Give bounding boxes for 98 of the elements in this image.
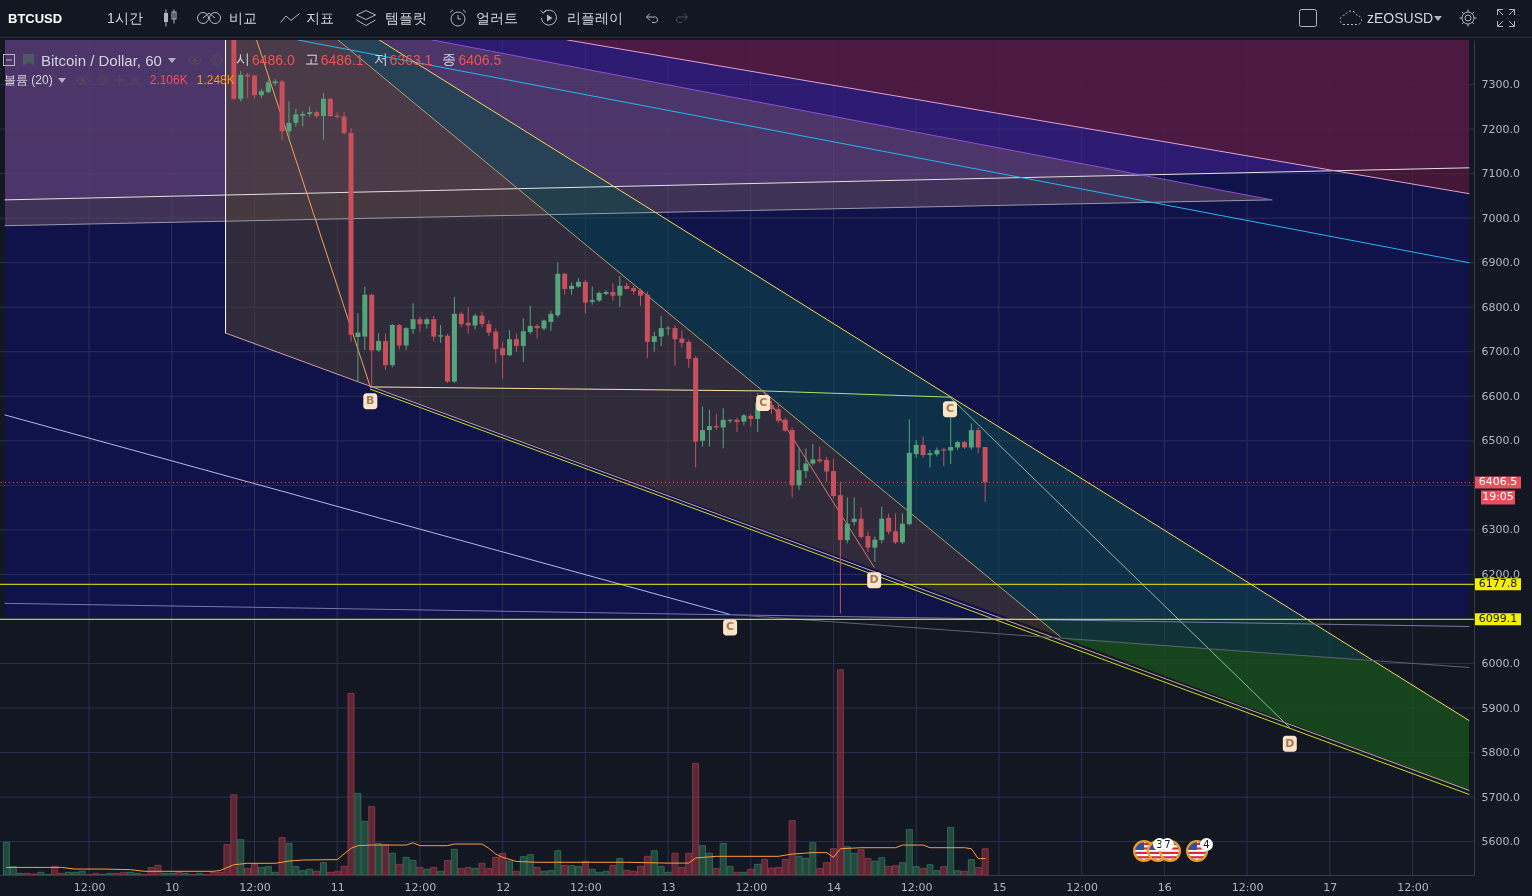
- candlestick: [872, 536, 878, 563]
- x-tick-label: 12:00: [900, 880, 933, 894]
- x-tick-label: 12:00: [570, 880, 602, 894]
- y-tick-label: 6500.0: [1481, 434, 1520, 448]
- y-tick-label: 5800.0: [1481, 746, 1520, 760]
- candlestick: [320, 92, 326, 141]
- annotation: 저: [373, 51, 388, 69]
- candlestick: [948, 415, 954, 465]
- y-tick-label: 7200.0: [1481, 122, 1520, 136]
- y-tick-label: 5700.0: [1481, 790, 1520, 804]
- x-tick-label: 13: [661, 880, 676, 894]
- candlestick: [376, 332, 382, 353]
- x-tick-label: 12:00: [239, 880, 271, 894]
- candlestick: [893, 512, 899, 545]
- y-tick-label: 7000.0: [1481, 211, 1520, 225]
- x-tick-label: 12: [496, 880, 511, 894]
- candlestick: [286, 100, 292, 141]
- text: 비교: [229, 9, 257, 28]
- text: 리플레이: [567, 9, 623, 28]
- y-tick-label: 7300.0: [1481, 78, 1520, 92]
- candlestick: [493, 328, 499, 364]
- ref-line-label: 6177.8: [1478, 577, 1518, 591]
- candlestick: [500, 341, 506, 380]
- text: 템플릿: [385, 9, 427, 28]
- x-tick-label: 12:00: [404, 880, 437, 894]
- candlestick: [417, 316, 423, 333]
- candlestick: [886, 512, 892, 535]
- candlestick: [968, 422, 974, 451]
- x-tick-label: 15: [992, 880, 1007, 894]
- candlestick: [396, 323, 402, 351]
- candlestick: [431, 315, 437, 342]
- candlestick: [293, 108, 299, 128]
- y-tick-label: 6000.0: [1481, 656, 1520, 670]
- candlestick: [927, 449, 933, 469]
- y-tick-label: 5900.0: [1481, 701, 1520, 715]
- annotation: 6486.1: [320, 52, 364, 68]
- y-tick-label: 6700.0: [1481, 345, 1520, 359]
- candlestick: [775, 402, 781, 424]
- ref-line-label: 6406.5: [1478, 475, 1518, 489]
- candlestick: [920, 435, 926, 459]
- text: Bitcoin / Dollar, 60: [41, 51, 162, 69]
- y-tick-label: 6800.0: [1481, 300, 1520, 314]
- annotation: C: [945, 402, 955, 416]
- candlestick: [810, 443, 816, 466]
- candlestick: [403, 326, 409, 351]
- x-tick-label: 12:00: [73, 880, 106, 894]
- x-tick-label: 11: [330, 880, 345, 894]
- x-tick-label: 12:00: [1397, 880, 1429, 894]
- candlestick: [245, 72, 251, 99]
- candlestick: [355, 312, 361, 383]
- chart-title: 볼륨 (20): [4, 71, 53, 89]
- y-tick-label: 6600.0: [1481, 389, 1520, 403]
- ref-line-label: 6099.1: [1478, 612, 1518, 626]
- y-tick-label: 6900.0: [1481, 256, 1520, 270]
- candlestick: [410, 302, 416, 335]
- candlestick: [851, 496, 857, 526]
- candlestick: [507, 329, 513, 357]
- text: zEOSUSD: [1367, 9, 1434, 28]
- annotation: C: [726, 620, 735, 634]
- candlestick: [844, 496, 850, 544]
- annotation: D: [869, 573, 879, 587]
- annotation: 고: [304, 51, 319, 69]
- text: 19:05: [1482, 490, 1514, 504]
- annotation: D: [1285, 736, 1295, 750]
- text: BTCUSD: [8, 10, 63, 28]
- annotation: 6486.0: [251, 52, 295, 68]
- y-tick-label: 7100.0: [1481, 167, 1520, 181]
- x-tick-label: 17: [1323, 880, 1338, 894]
- text: 얼러트: [476, 9, 518, 28]
- x-tick-label: 16: [1157, 880, 1172, 894]
- candlestick: [934, 446, 940, 457]
- annotation: 6406.5: [458, 52, 502, 68]
- annotation: 7: [1161, 838, 1174, 851]
- x-tick-label: 12:00: [1066, 880, 1098, 894]
- annotation: 3: [1153, 838, 1166, 851]
- annotation: 종: [442, 51, 457, 69]
- annotation: B: [366, 394, 375, 408]
- annotation: 시: [235, 51, 250, 69]
- candlestick: [899, 512, 905, 545]
- x-tick-label: 12:00: [735, 880, 768, 894]
- candlestick: [941, 447, 947, 467]
- candlestick: [341, 111, 347, 135]
- x-tick-label: 14: [827, 880, 841, 894]
- candlestick: [824, 456, 830, 483]
- candlestick: [975, 426, 981, 454]
- annotation: C: [759, 395, 768, 409]
- candlestick: [307, 105, 313, 118]
- text: 지표: [306, 9, 334, 28]
- x-tick-label: 10: [165, 880, 180, 894]
- y-tick-label: 6300.0: [1481, 523, 1520, 537]
- y-tick-label: 5600.0: [1481, 835, 1520, 849]
- x-tick-label: 12:00: [1231, 880, 1264, 894]
- text: 1시간: [107, 9, 143, 28]
- candlestick: [327, 97, 333, 118]
- annotation: 2.106K: [149, 73, 188, 87]
- candlestick: [879, 506, 885, 544]
- candlestick: [252, 74, 258, 100]
- annotation: 4: [1200, 838, 1213, 851]
